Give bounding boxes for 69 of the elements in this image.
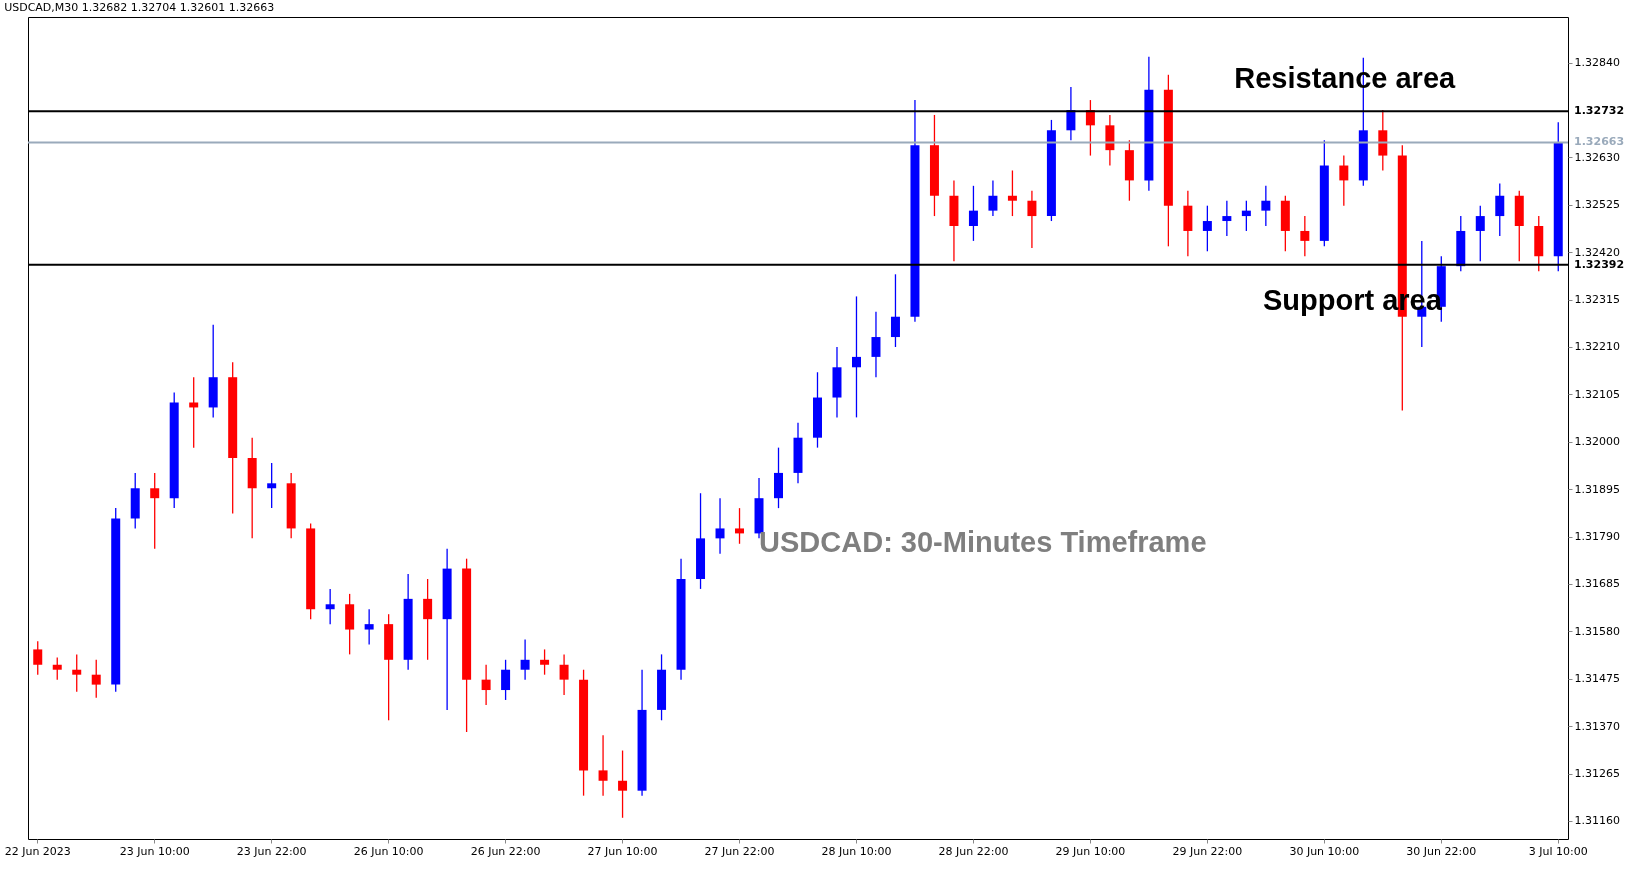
y-tick-label: 1.32210 (1574, 340, 1620, 354)
candlestick (72, 653, 82, 693)
y-tick-label: 1.31475 (1574, 672, 1620, 686)
x-tick-label: 29 Jun 10:00 (1055, 844, 1126, 858)
ref-line-label: 1.32663 (1574, 135, 1625, 149)
candlestick (1495, 182, 1505, 237)
candlestick (988, 179, 998, 217)
candlestick (52, 656, 62, 681)
y-tick-label: 1.32315 (1574, 293, 1620, 307)
candlestick (364, 608, 374, 646)
ref-line-label: 1.32392 (1574, 257, 1625, 271)
y-tick-label: 1.32105 (1574, 387, 1620, 401)
candlestick (325, 588, 335, 625)
x-tick-label: 23 Jun 22:00 (236, 844, 307, 858)
x-tick-label: 27 Jun 10:00 (587, 844, 658, 858)
y-tick-label: 1.31160 (1574, 814, 1620, 828)
candlestick (715, 497, 725, 555)
candlestick (189, 376, 199, 449)
candlestick (33, 640, 43, 676)
x-tick-label: 30 Jun 22:00 (1406, 844, 1477, 858)
y-tick-label: 1.32420 (1574, 245, 1620, 259)
candlestick (1202, 205, 1212, 252)
x-tick-label: 23 Jun 10:00 (119, 844, 190, 858)
candlestick (481, 664, 491, 706)
y-tick-label: 1.31370 (1574, 719, 1620, 733)
candlestick (618, 749, 628, 819)
y-tick-label: 1.31265 (1574, 767, 1620, 781)
x-tick-label: 26 Jun 10:00 (353, 844, 424, 858)
y-tick-label: 1.31895 (1574, 482, 1620, 496)
candlestick (968, 185, 978, 242)
x-tick-label: 26 Jun 22:00 (470, 844, 541, 858)
candlestick (1027, 190, 1037, 249)
candlestick (1222, 200, 1232, 237)
y-tick-label: 1.31790 (1574, 530, 1620, 544)
candlestick (501, 659, 511, 701)
x-tick-label: 28 Jun 22:00 (938, 844, 1009, 858)
x-tick-label: 30 Jun 10:00 (1289, 844, 1360, 858)
candlestick (520, 638, 530, 681)
y-tick-label: 1.31580 (1574, 624, 1620, 638)
candlestick (735, 507, 745, 545)
candlestick (851, 295, 861, 419)
y-tick-label: 1.32525 (1574, 198, 1620, 212)
candlestick (1339, 154, 1349, 207)
x-tick-label: 3 Jul 10:00 (1528, 844, 1588, 858)
x-tick-label: 22 Jun 2023 (4, 844, 71, 858)
candlestick (1241, 200, 1251, 232)
candlestick (150, 472, 160, 550)
candlestick (559, 653, 569, 696)
y-tick-label: 1.32000 (1574, 435, 1620, 449)
x-tick-label: 27 Jun 22:00 (704, 844, 775, 858)
candlestick (540, 648, 550, 676)
y-tick-label: 1.32630 (1574, 150, 1620, 164)
ref-line-label: 1.32732 (1574, 104, 1625, 118)
candlestick (267, 462, 277, 509)
x-tick-label: 28 Jun 10:00 (821, 844, 892, 858)
x-tick-label: 29 Jun 22:00 (1172, 844, 1243, 858)
y-tick-label: 1.31685 (1574, 577, 1620, 591)
candlestick (1007, 169, 1017, 217)
annotation: USDCAD: 30-Minutes Timeframe (759, 526, 1207, 559)
candlestick (1475, 205, 1485, 262)
y-tick-label: 1.32840 (1574, 56, 1620, 70)
candlestick (1300, 215, 1310, 257)
chart-title: USDCAD,M30 1.32682 1.32704 1.32601 1.32663 (4, 1, 275, 14)
candlestick (1261, 185, 1271, 227)
candlestick (871, 311, 881, 378)
candlestick (598, 734, 608, 797)
candlestick (423, 578, 433, 661)
candlestick (91, 659, 101, 699)
candlestick (890, 273, 900, 348)
